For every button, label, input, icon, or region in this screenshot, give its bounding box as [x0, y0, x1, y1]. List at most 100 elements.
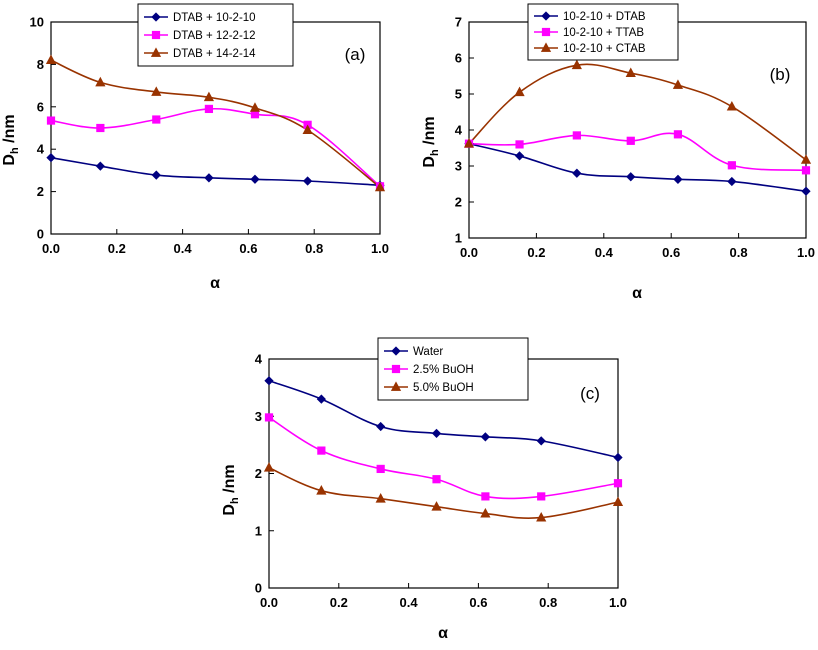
x-tick-label-2-0: 0.0	[260, 595, 278, 610]
x-tick-label-2-4: 0.8	[539, 595, 557, 610]
data-point-0-2-2	[151, 86, 162, 96]
data-point-2-2-1	[316, 485, 327, 495]
x-tick-label-1-1: 0.2	[527, 245, 545, 260]
data-point-2-1-5	[537, 492, 546, 501]
x-tick-label-1-3: 0.6	[662, 245, 680, 260]
y-tick-label-0-0: 0	[37, 227, 44, 242]
data-point-2-0-5	[536, 436, 546, 446]
legend-1: 10-2-10 + DTAB 10-2-10 + TTAB 10-2-10 + CT…	[527, 3, 679, 61]
data-point-2-2-3	[431, 501, 442, 511]
data-point-0-2-1	[95, 76, 106, 87]
data-point-2-0-0	[264, 376, 274, 386]
data-point-2-0-6	[613, 452, 623, 463]
y-tick-label-2-0: 0	[255, 581, 262, 596]
panel-label-2: (c)	[580, 384, 600, 403]
data-point-0-2-4	[249, 102, 261, 112]
data-point-2-0-3	[431, 428, 442, 439]
data-point-0-0-0	[46, 153, 56, 163]
y-tick-label-1-4: 5	[455, 87, 462, 102]
legend-label-1-2: 10-2-10 + CTAB	[563, 43, 646, 55]
legend-label-1-0: 10-2-10 + DTAB	[563, 11, 646, 23]
x-tick-label-1-5: 1.0	[797, 245, 815, 260]
data-point-1-0-4	[673, 174, 683, 184]
x-tick-label-0-1: 0.2	[108, 241, 126, 256]
y-axis-title-1: Dh /nm	[421, 116, 441, 167]
data-point-2-0-4	[480, 432, 491, 442]
data-point-1-1-3	[626, 136, 635, 145]
chart-panel-1: 1 2 3 4 5 6 7 0.0 0.2 0.4 0.6 0.8 1.0 α Dh /nm (b) 10-2-…	[421, 3, 815, 302]
data-point-0-0-3	[204, 173, 214, 183]
legend-marker-1-1	[541, 27, 551, 37]
data-point-1-0-5	[727, 176, 737, 187]
chart-panel-2: 0 1 2 3 4 0.0 0.2 0.4 0.6 0.8 1.0 α Dh /nm (c) Water 2.…	[221, 337, 627, 642]
chart-panel-0: 0 2 4 6 8 10 0.0 0.2 0.4 0.6 0.8 1.0 α Dh /nm (a) DTAB …	[1, 3, 389, 292]
legend-0: DTAB + 10-2-10 DTAB + 12-2-12 DTAB + 14-2-…	[137, 3, 294, 67]
x-tick-label-1-4: 0.8	[730, 245, 748, 260]
x-tick-label-1-0: 0.0	[460, 245, 478, 260]
x-tick-label-2-3: 0.6	[469, 595, 487, 610]
data-point-1-1-4	[673, 130, 683, 139]
x-tick-label-2-2: 0.4	[400, 595, 419, 610]
legend-label-2-0: Water	[413, 346, 443, 358]
legend-marker-0-1	[151, 30, 161, 40]
legend-marker-1-2	[540, 42, 552, 52]
data-point-2-2-2	[375, 493, 386, 503]
x-tick-label-2-1: 0.2	[330, 595, 348, 610]
data-point-1-2-6	[800, 154, 812, 164]
data-point-1-0-2	[572, 168, 582, 178]
data-point-0-1-0	[46, 116, 56, 125]
legend-label-2-1: 2.5% BuOH	[413, 364, 474, 376]
data-point-1-2-4	[672, 79, 684, 89]
data-point-2-1-2	[376, 464, 385, 474]
data-point-2-1-0	[264, 413, 274, 422]
x-axis-title-1: α	[632, 285, 642, 302]
y-tick-label-2-4: 4	[255, 352, 263, 367]
y-axis-title-0: Dh /nm	[1, 114, 21, 165]
y-tick-label-1-6: 7	[455, 15, 462, 30]
x-tick-label-1-2: 0.4	[595, 245, 614, 260]
data-point-2-0-2	[376, 421, 386, 432]
legend-marker-1-0	[541, 11, 551, 21]
data-point-0-2-0	[45, 54, 57, 65]
data-point-0-2-6	[374, 181, 386, 192]
x-axis-title-0: α	[210, 275, 220, 292]
legend-label-0-0: DTAB + 10-2-10	[173, 12, 256, 24]
data-point-2-1-6	[613, 479, 623, 488]
y-tick-label-2-2: 2	[255, 466, 262, 481]
legend-label-1-1: 10-2-10 + TTAB	[563, 27, 644, 39]
data-point-1-1-5	[727, 161, 736, 170]
y-tick-label-1-0: 1	[455, 231, 462, 246]
data-point-0-1-2	[152, 115, 161, 124]
y-tick-label-0-4: 8	[37, 57, 44, 72]
data-point-1-2-2	[571, 59, 582, 70]
data-point-0-2-5	[302, 124, 313, 135]
y-tick-label-1-3: 4	[455, 123, 463, 138]
panel-label-0: (a)	[345, 45, 366, 64]
data-point-1-2-1	[514, 86, 525, 97]
y-tick-label-1-2: 3	[455, 159, 462, 174]
data-point-2-1-1	[317, 446, 326, 455]
data-point-0-0-4	[250, 174, 260, 184]
data-point-0-0-1	[95, 161, 105, 171]
legend-label-0-1: DTAB + 12-2-12	[173, 30, 256, 42]
data-point-2-2-5	[536, 511, 547, 522]
data-point-0-1-1	[96, 123, 105, 133]
y-tick-label-1-1: 2	[455, 195, 462, 210]
data-point-0-0-2	[151, 170, 161, 180]
legend-label-0-2: DTAB + 14-2-14	[173, 48, 256, 60]
legend-marker-0-2	[150, 47, 162, 57]
panel-label-1: (b)	[770, 65, 791, 84]
y-tick-label-2-1: 1	[255, 523, 262, 538]
data-point-1-2-3	[625, 67, 636, 78]
data-point-2-1-4	[481, 492, 490, 501]
data-point-1-0-6	[801, 186, 811, 196]
data-point-1-1-2	[572, 131, 581, 140]
y-tick-label-0-2: 4	[37, 142, 45, 157]
data-point-1-2-5	[726, 100, 737, 111]
x-tick-label-0-5: 1.0	[371, 241, 389, 256]
x-tick-label-0-2: 0.4	[174, 241, 193, 256]
series-line-1-0	[468, 142, 807, 192]
legend-marker-2-1	[391, 364, 401, 374]
y-tick-label-2-3: 3	[255, 409, 262, 424]
